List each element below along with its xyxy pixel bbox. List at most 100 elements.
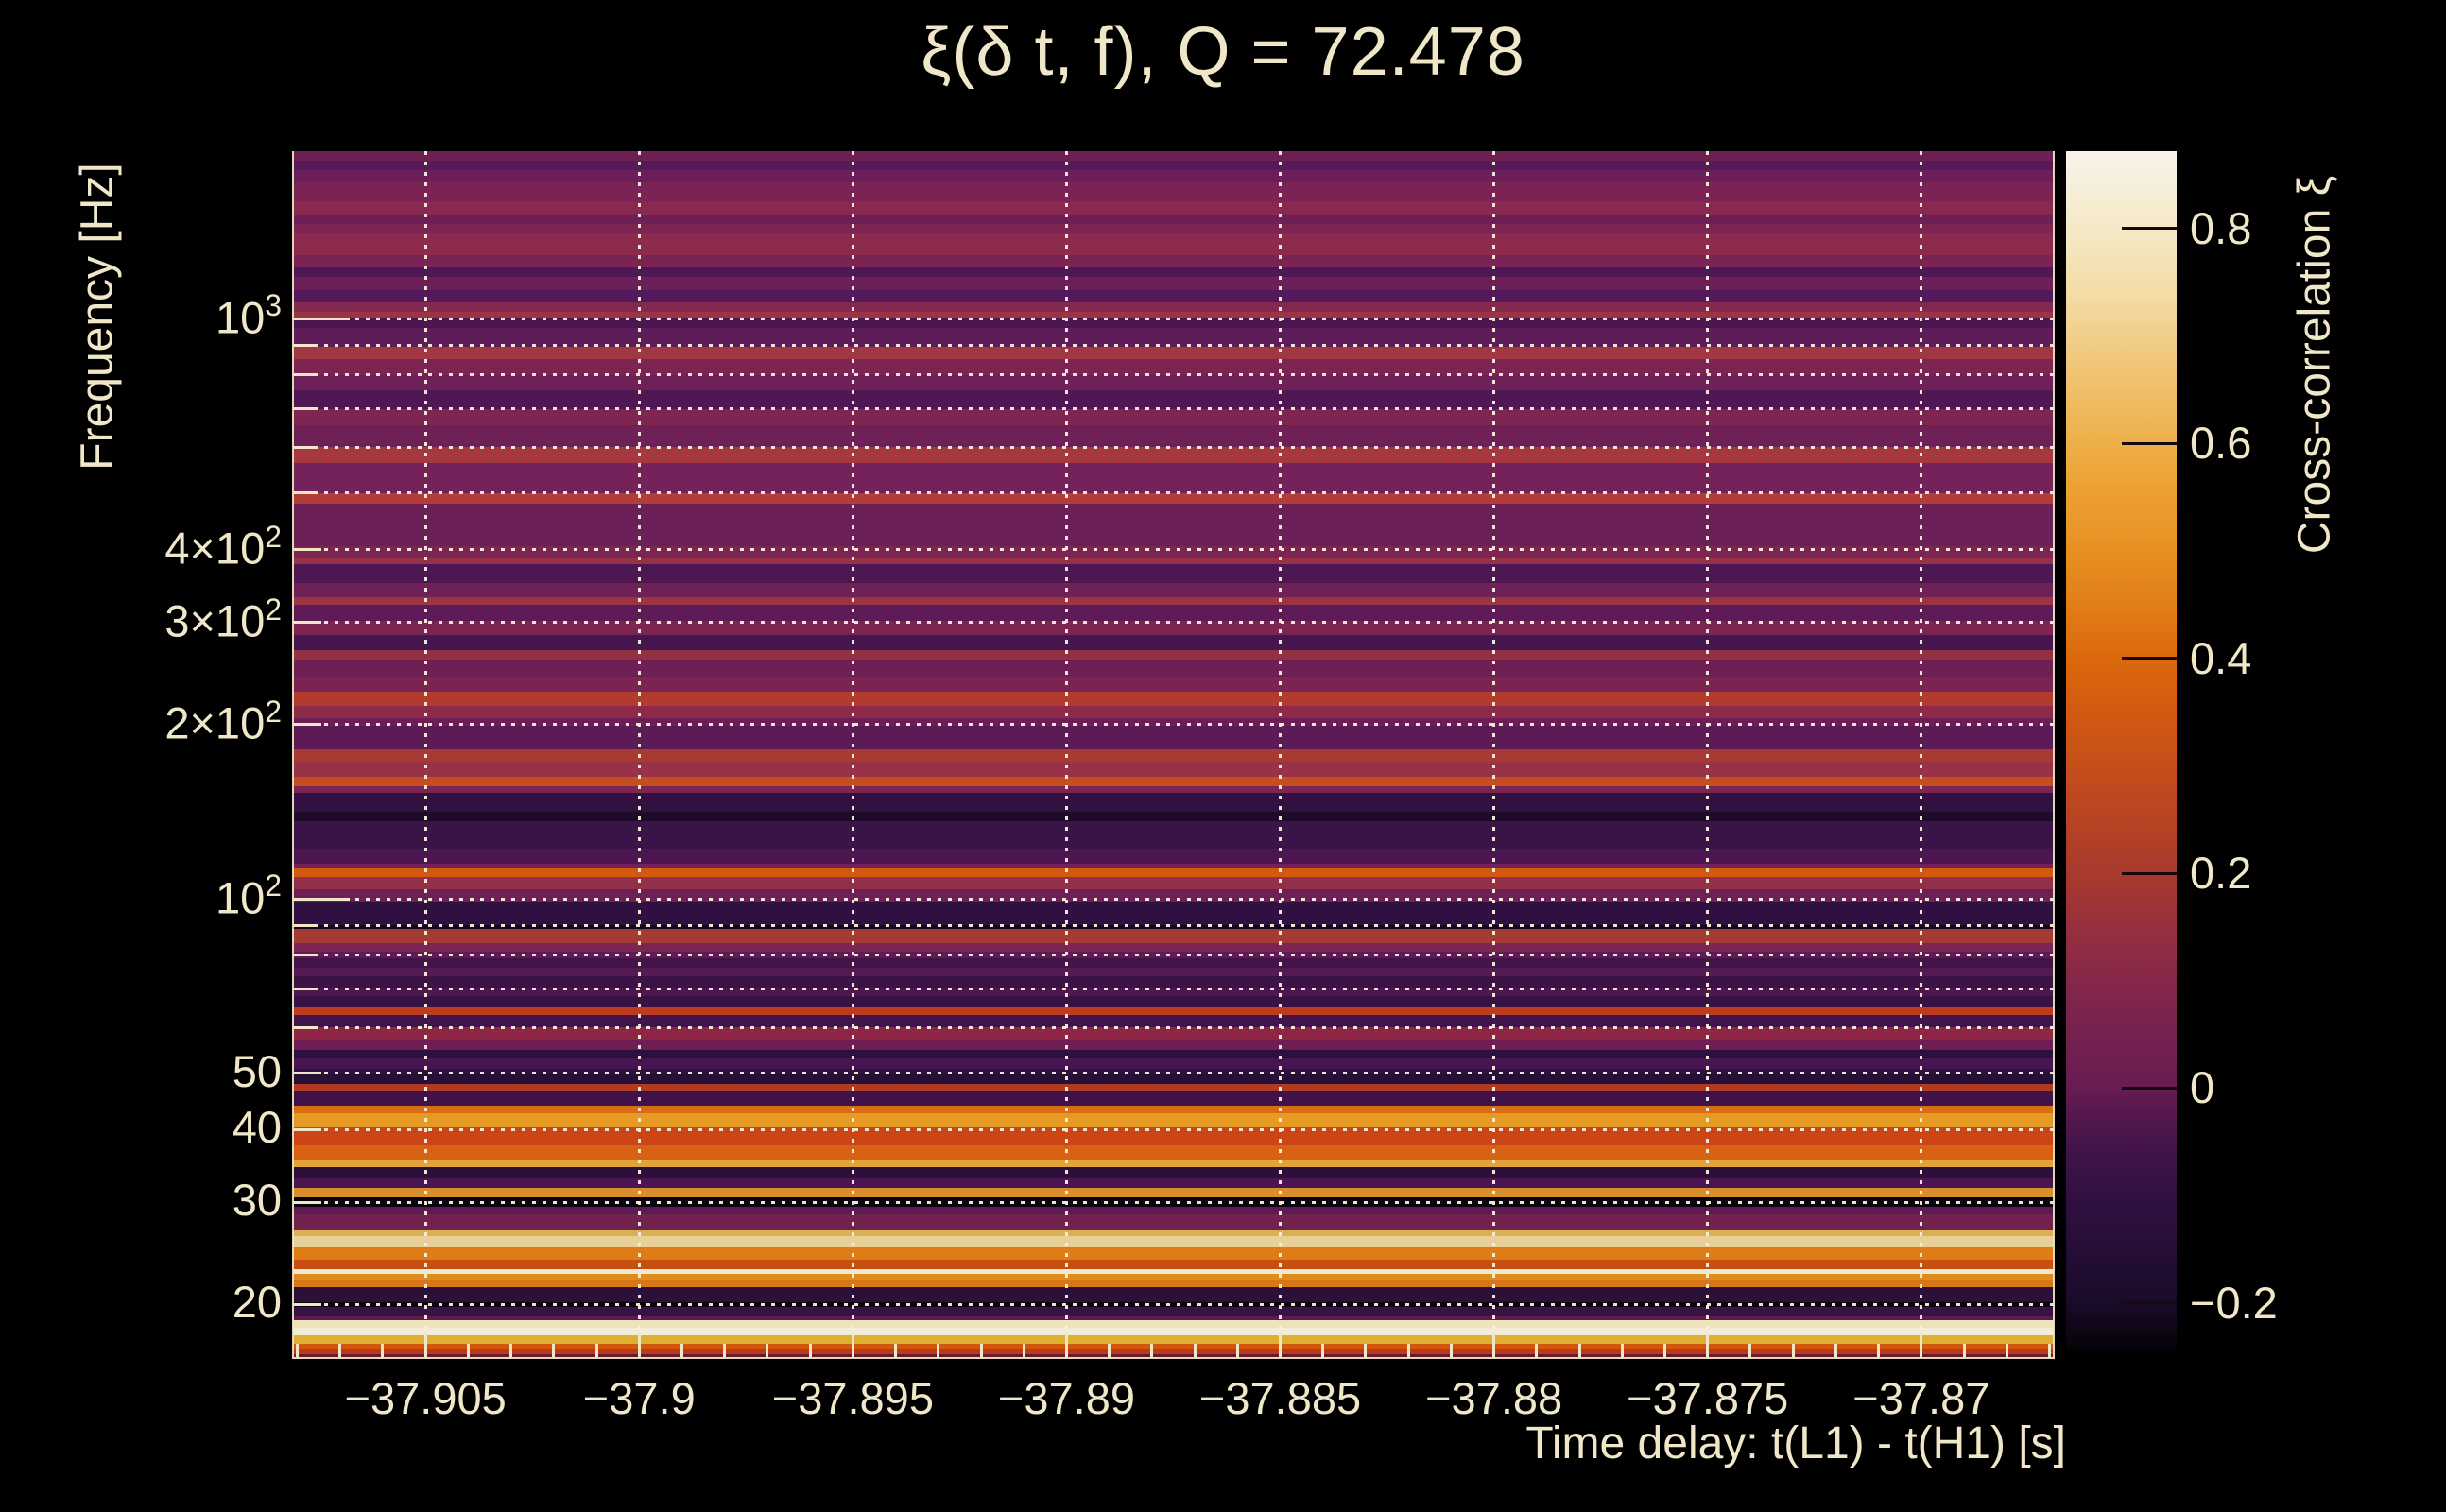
- heatmap-band: [293, 605, 2054, 622]
- x-axis-minor-tick: [594, 1344, 598, 1358]
- x-axis-minor-tick: [979, 1344, 983, 1358]
- y-gridline: [293, 722, 2054, 726]
- heatmap-band: [293, 1246, 2054, 1261]
- y-axis-tick: [293, 987, 318, 990]
- x-tick-label: −37.88: [1425, 1373, 1563, 1423]
- heatmap-band: [293, 725, 2054, 750]
- x-axis-minor-tick: [338, 1344, 342, 1358]
- colorbar-title: Cross-correlation ξ: [2289, 175, 2340, 555]
- heatmap-band: [293, 181, 2054, 202]
- heatmap-band: [293, 277, 2054, 291]
- heatmap-band: [293, 374, 2054, 391]
- y-axis-tick: [293, 491, 318, 495]
- heatmap-band: [293, 1166, 2054, 1179]
- heatmap-band: [293, 232, 2054, 256]
- x-axis-minor-tick: [1235, 1344, 1239, 1358]
- colorbar-tick: [2122, 871, 2177, 875]
- y-tick-label: 2×102: [164, 694, 282, 748]
- x-axis-minor-tick: [1022, 1344, 1025, 1358]
- heatmap-band: [293, 868, 2054, 878]
- heatmap-band: [293, 492, 2054, 505]
- y-gridline: [293, 954, 2054, 957]
- x-tick-label: −37.9: [582, 1373, 696, 1423]
- y-gridline: [293, 923, 2054, 927]
- heatmap-band: [293, 160, 2054, 171]
- heatmap-band: [293, 1273, 2054, 1280]
- y-axis-tick: [293, 620, 321, 624]
- heatmap-band: [293, 311, 2054, 319]
- x-axis-minor-tick: [1492, 1344, 1496, 1358]
- x-axis-minor-tick: [381, 1344, 385, 1358]
- y-tick-label: 20: [232, 1277, 282, 1328]
- x-tick-label: −37.875: [1627, 1373, 1789, 1423]
- heatmap-band: [293, 1188, 2054, 1198]
- x-axis-minor-tick: [1193, 1344, 1197, 1358]
- heatmap-band: [293, 1328, 2054, 1336]
- heatmap-band: [293, 901, 2054, 926]
- heatmap-band: [293, 1354, 2054, 1359]
- x-tick-label: −37.87: [1852, 1373, 1990, 1423]
- heatmap-band: [293, 1306, 2054, 1317]
- heatmap-band: [293, 151, 2054, 162]
- heatmap-band: [293, 942, 2054, 953]
- x-axis-minor-tick: [552, 1344, 556, 1358]
- x-axis-minor-tick: [1920, 1344, 1923, 1358]
- heatmap-band: [293, 200, 2054, 215]
- heatmap-band: [293, 1068, 2054, 1074]
- y-tick-label: 103: [215, 288, 282, 343]
- y-axis-tick: [293, 722, 321, 726]
- heatmap-band: [293, 988, 2054, 997]
- heatmap-band: [293, 786, 2054, 794]
- x-axis-minor-tick: [423, 1344, 427, 1358]
- x-gridline: [1279, 151, 1283, 1358]
- heatmap-band: [293, 318, 2054, 329]
- chart-title: ξ(δ t, f), Q = 72.478: [921, 14, 1525, 90]
- colorbar-tick-label: 0: [2190, 1062, 2215, 1113]
- heatmap-band: [293, 254, 2054, 268]
- x-axis-minor-tick: [723, 1344, 727, 1358]
- colorbar-tick: [2122, 657, 2177, 661]
- heatmap-band: [293, 692, 2054, 707]
- heatmap-band: [293, 877, 2054, 890]
- x-axis-minor-tick: [1064, 1344, 1068, 1358]
- heatmap-band: [293, 1027, 2054, 1041]
- heatmap-band: [293, 301, 2054, 313]
- y-axis-tick: [293, 547, 321, 551]
- y-tick-label: 4×102: [164, 519, 282, 575]
- heatmap-band: [293, 1259, 2054, 1270]
- y-tick-label: 30: [232, 1175, 282, 1226]
- heatmap-band: [293, 634, 2054, 651]
- y-axis-tick: [293, 954, 318, 957]
- colorbar-tick: [2122, 1086, 2177, 1090]
- y-gridline: [293, 1127, 2054, 1131]
- colorbar-tick: [2122, 441, 2177, 445]
- heatmap-band: [293, 1319, 2054, 1330]
- x-gridline: [1706, 151, 1710, 1358]
- heatmap-band: [293, 1144, 2054, 1160]
- x-axis-minor-tick: [1150, 1344, 1154, 1358]
- heatmap-band: [293, 1106, 2054, 1114]
- heatmap-band: [293, 1113, 2054, 1128]
- x-axis-minor-tick: [1449, 1344, 1453, 1358]
- x-axis-minor-tick: [1620, 1344, 1624, 1358]
- y-axis-tick: [293, 923, 318, 927]
- heatmap-band: [293, 390, 2054, 410]
- x-axis-minor-tick: [1663, 1344, 1666, 1358]
- heatmap-band: [293, 1230, 2054, 1237]
- heatmap-band: [293, 558, 2054, 565]
- x-tick-label: −37.905: [344, 1373, 507, 1423]
- x-axis-minor-tick: [1962, 1344, 1966, 1358]
- heatmap-band: [293, 995, 2054, 1008]
- right-axis-spine: [2053, 151, 2055, 1358]
- x-axis-minor-tick: [2047, 1344, 2051, 1358]
- heatmap-band: [293, 1213, 2054, 1231]
- heatmap-band: [293, 925, 2054, 930]
- heatmap-band: [293, 1083, 2054, 1092]
- x-gridline: [851, 151, 854, 1358]
- heatmap-band: [293, 596, 2054, 606]
- heatmap-band: [293, 328, 2054, 348]
- heatmap-band: [293, 660, 2054, 679]
- heatmap-band: [293, 359, 2054, 376]
- y-axis-tick: [293, 343, 318, 347]
